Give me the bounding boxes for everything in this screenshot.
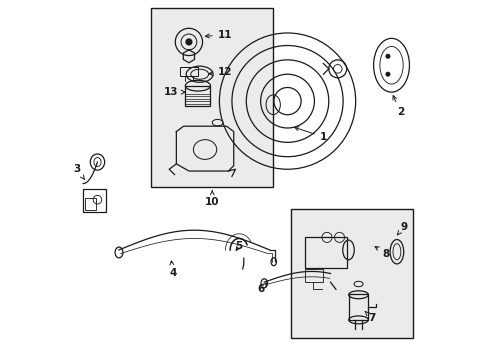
Text: 2: 2 xyxy=(392,96,403,117)
Bar xyxy=(305,237,346,268)
Text: 4: 4 xyxy=(169,261,176,278)
Circle shape xyxy=(385,54,389,59)
Text: 1: 1 xyxy=(294,127,326,142)
Text: 6: 6 xyxy=(257,283,266,294)
Text: 11: 11 xyxy=(205,30,231,40)
Text: 7: 7 xyxy=(365,311,375,323)
Circle shape xyxy=(185,39,192,45)
Bar xyxy=(151,8,273,187)
Bar xyxy=(83,189,106,212)
Text: 3: 3 xyxy=(73,164,84,179)
Text: 8: 8 xyxy=(374,247,389,258)
Text: 12: 12 xyxy=(208,67,231,77)
Bar xyxy=(85,198,96,211)
Text: 9: 9 xyxy=(397,222,407,235)
Circle shape xyxy=(385,72,389,77)
Bar xyxy=(185,86,210,107)
Bar xyxy=(348,294,367,320)
Text: 10: 10 xyxy=(204,191,219,207)
Bar xyxy=(305,269,323,282)
Bar xyxy=(290,209,412,338)
Text: 13: 13 xyxy=(163,87,184,97)
Bar xyxy=(180,67,198,76)
Text: 5: 5 xyxy=(235,241,242,251)
